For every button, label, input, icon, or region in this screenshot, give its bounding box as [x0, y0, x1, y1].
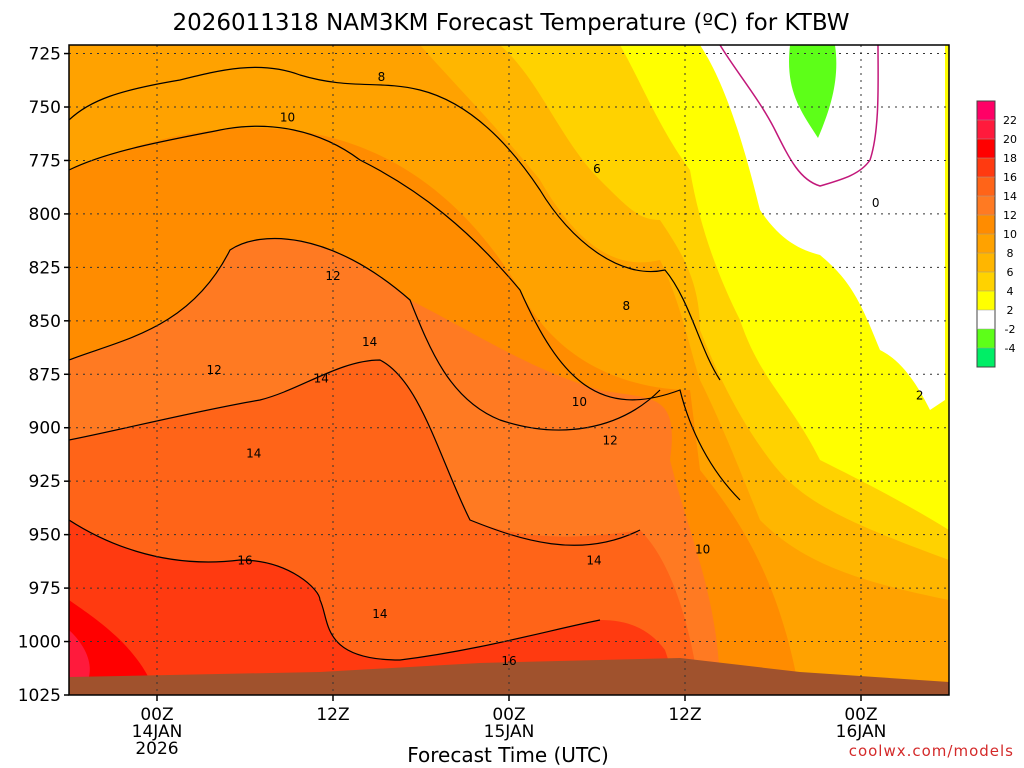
y-tick-label: 900: [29, 419, 61, 439]
contour-label: 2: [916, 389, 924, 403]
y-tick-label: 1025: [18, 686, 61, 706]
colorbar-swatch: [977, 329, 995, 348]
colorbar-swatch: [977, 253, 995, 272]
colorbar-label: 16: [1003, 171, 1017, 184]
contour-label: 16: [501, 654, 516, 668]
y-tick-label: 850: [29, 312, 61, 332]
plot-area: [69, 45, 949, 695]
colorbar-label: 10: [1003, 228, 1017, 241]
y-tick-label: 950: [29, 526, 61, 546]
contour-label: 12: [325, 269, 340, 283]
x-tick-label: 15JAN: [484, 722, 535, 742]
contour-label: 6: [593, 162, 601, 176]
isotherm-16: [69, 519, 601, 661]
contour-label: 14: [314, 372, 329, 386]
band-0-2: [700, 45, 945, 410]
colorbar-swatch: [977, 215, 995, 234]
contour-label: 10: [572, 395, 587, 409]
colorbar-label: 12: [1003, 209, 1017, 222]
contour-label: 14: [372, 607, 387, 621]
colorbar-label: 20: [1003, 133, 1017, 146]
y-tick-label: 825: [29, 258, 61, 278]
contour-label: 12: [603, 434, 618, 448]
x-tick-label: 00Z: [140, 705, 173, 725]
colorbar: 22 20 18 16 14 12 10 8 6 4 2 -2 -4: [976, 100, 1017, 368]
colorbar-swatch: [977, 310, 995, 329]
contour-label: 14: [586, 553, 601, 567]
colorbar-label: 18: [1003, 152, 1017, 165]
colorbar-label: 14: [1003, 190, 1017, 203]
colorbar-label: 8: [1007, 247, 1014, 260]
x-tick-label: 00Z: [844, 705, 877, 725]
y-tick-label: 875: [29, 365, 61, 385]
x-axis-label: Forecast Time (UTC): [407, 743, 609, 767]
band-minus2-minus4: [789, 45, 837, 138]
contour-label: 14: [246, 446, 261, 460]
y-tick-label: 725: [29, 45, 61, 65]
colorbar-label: 22: [1003, 114, 1017, 127]
contour-label: 8: [623, 299, 631, 313]
colorbar-swatch: [977, 272, 995, 291]
colorbar-swatch: [977, 177, 995, 196]
colorbar-label: 4: [1007, 285, 1014, 298]
colorbar-label: -2: [1005, 323, 1016, 336]
contour-label: 12: [207, 363, 222, 377]
isotherm-8: [69, 66, 721, 381]
band-16-18: [69, 520, 680, 695]
band-20-22: [69, 630, 90, 690]
x-tick-label: 12Z: [668, 705, 701, 725]
contour-label: 0: [872, 196, 880, 210]
colorbar-swatch: [977, 158, 995, 177]
x-tick-label: 14JAN: [132, 722, 183, 742]
contour-label: 8: [378, 70, 386, 84]
colorbar-swatch: [977, 196, 995, 215]
colorbar-swatch: [977, 348, 995, 367]
contour-label: 10: [695, 543, 710, 557]
x-tick-label: 2026: [135, 739, 178, 759]
isotherm-14: [69, 359, 641, 546]
y-tick-label: 800: [29, 205, 61, 225]
chart-title: 2026011318 NAM3KM Forecast Temperature (…: [172, 10, 849, 36]
isotherm-10: [69, 125, 741, 501]
band-warm-wedge: [680, 45, 730, 150]
x-tick-label: 16JAN: [836, 722, 887, 742]
y-axis-ticks: 725 750 775 800 825 850 875 900 925 950 975 1000 102…: [18, 45, 69, 706]
credit-text[interactable]: coolwx.com/models: [849, 742, 1014, 760]
colorbar-label: -4: [1005, 342, 1016, 355]
contour-label: 16: [237, 553, 252, 567]
colorbar-label: 6: [1007, 266, 1014, 279]
contour-label: 14: [362, 335, 377, 349]
y-tick-label: 925: [29, 472, 61, 492]
y-tick-label: 750: [29, 98, 61, 118]
y-tick-label: 975: [29, 579, 61, 599]
freezing-line: [719, 45, 879, 187]
colorbar-swatch: [977, 120, 995, 139]
isotherm-12: [69, 237, 661, 431]
y-tick-label: 1000: [18, 633, 61, 653]
contour-labels: 8 10 6 0 12 8 14 14 12 10 2 12 14 10 14 16 14 16: [207, 70, 924, 668]
y-tick-label: 775: [29, 151, 61, 171]
colorbar-swatch: [977, 139, 995, 158]
isotherm-lines: [69, 66, 741, 661]
colorbar-swatch: [977, 101, 995, 120]
contour-label: 10: [280, 111, 295, 125]
colorbar-label: 2: [1007, 304, 1014, 317]
x-tick-label: 00Z: [492, 705, 525, 725]
colorbar-swatch: [977, 234, 995, 253]
x-tick-label: 12Z: [316, 705, 349, 725]
colorbar-swatch: [977, 291, 995, 310]
